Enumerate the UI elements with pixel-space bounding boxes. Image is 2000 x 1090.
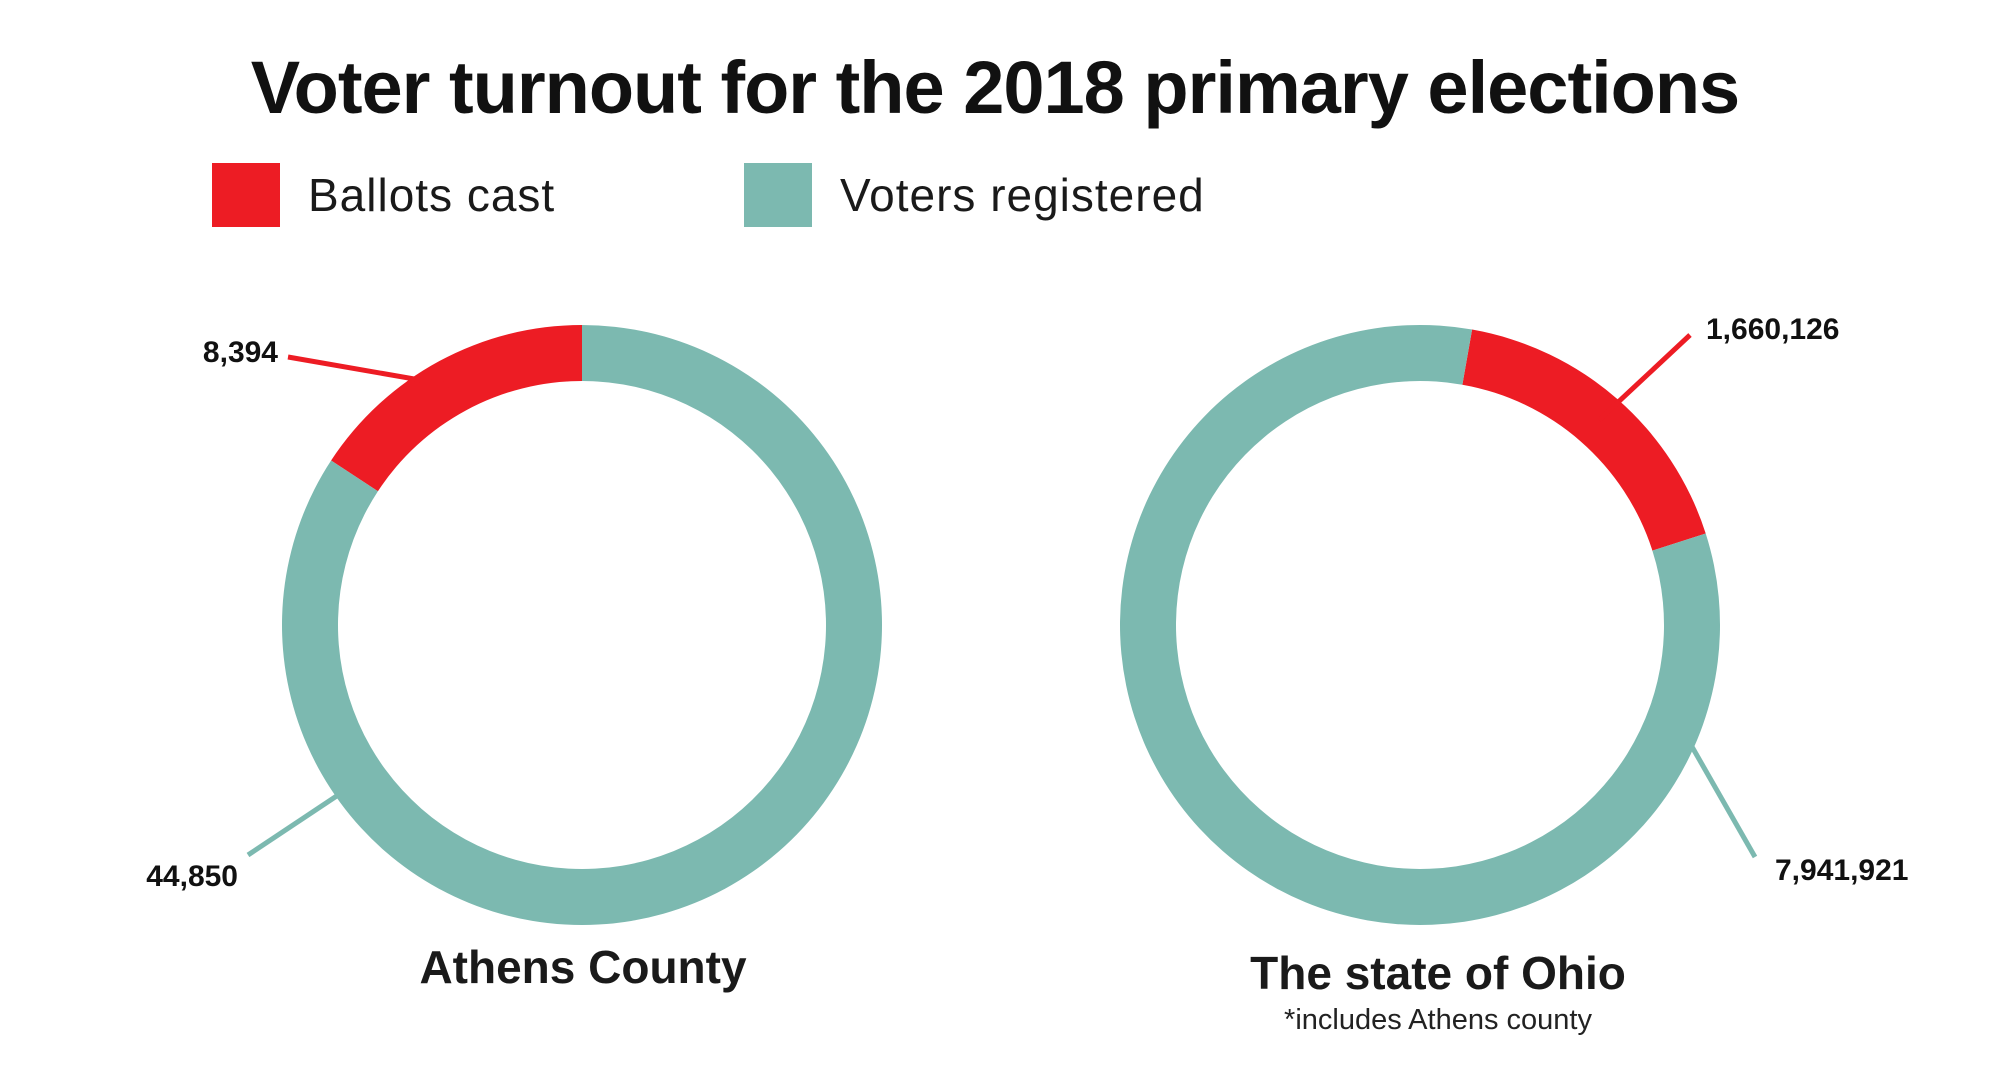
chart-title: Voter turnout for the 2018 primary elect… bbox=[250, 46, 1740, 129]
chart-caption-athens-county: Athens County bbox=[419, 941, 747, 993]
leader-line-ohio-voters-registered bbox=[1673, 716, 1758, 859]
leader-line-athens-ballots-cast bbox=[287, 354, 454, 389]
data-label-athens-ballots-cast: 8,394 bbox=[203, 336, 278, 369]
legend-label-ballots-cast: Ballots cast bbox=[308, 169, 556, 221]
legend-swatch-voters-registered bbox=[744, 163, 812, 227]
leader-line-athens-voters-registered bbox=[246, 778, 361, 858]
data-label-ohio-voters-registered: 7,941,921 bbox=[1775, 854, 1908, 887]
segment-athens-ballots-cast bbox=[331, 325, 582, 492]
legend-item-voters-registered: Voters registered bbox=[744, 162, 1205, 228]
data-label-ohio-ballots-cast: 1,660,126 bbox=[1706, 313, 1839, 346]
chart-note-includes-athens: *includes Athens county bbox=[1284, 1004, 1592, 1036]
legend-label-voters-registered: Voters registered bbox=[840, 169, 1205, 221]
donut-athens-county: 8,394 44,850 bbox=[146, 325, 882, 926]
segment-ohio-ballots-cast bbox=[1462, 329, 1706, 551]
data-label-athens-voters-registered: 44,850 bbox=[146, 860, 238, 893]
legend-item-ballots-cast: Ballots cast bbox=[212, 162, 555, 228]
chart-caption-state-of-ohio: The state of Ohio bbox=[1250, 947, 1626, 999]
leader-line-ohio-ballots-cast bbox=[1597, 333, 1692, 422]
legend-swatch-ballots-cast bbox=[212, 163, 280, 227]
donut-state-of-ohio: 1,660,126 7,941,921 bbox=[1120, 313, 1908, 926]
